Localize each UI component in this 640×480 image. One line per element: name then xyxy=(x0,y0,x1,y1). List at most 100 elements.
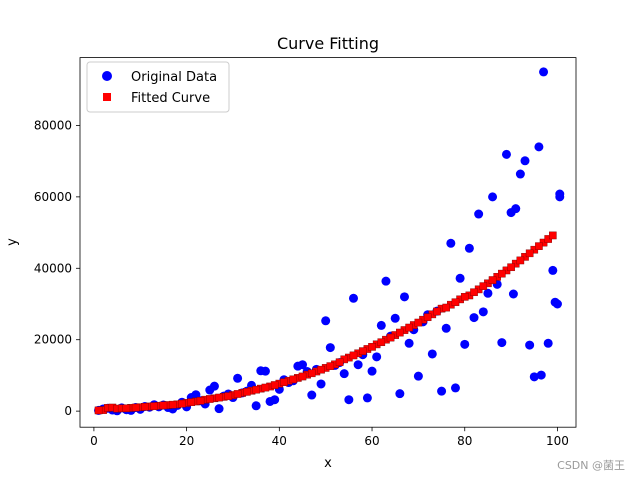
fitted-curve-point xyxy=(470,288,478,297)
original-data-point xyxy=(455,273,465,283)
original-data-point xyxy=(446,238,456,248)
original-data-point xyxy=(543,338,553,348)
original-data-point xyxy=(488,192,498,202)
original-data-point xyxy=(348,293,358,303)
fitted-curve-point xyxy=(535,242,543,250)
legend-marker-fitted-curve xyxy=(103,93,111,101)
original-data-point xyxy=(441,323,451,333)
y-axis-label: y xyxy=(5,238,20,246)
original-data-point xyxy=(450,383,460,393)
original-data-point xyxy=(251,401,261,411)
original-data-point xyxy=(362,393,372,403)
original-data-point xyxy=(525,340,535,350)
legend-label-original-data: Original Data xyxy=(131,70,217,85)
x-tick-label: 80 xyxy=(457,434,472,448)
y-tick-label: 40000 xyxy=(34,261,72,275)
original-data-point xyxy=(508,289,518,299)
original-data-point xyxy=(483,288,493,298)
y-tick-label: 80000 xyxy=(34,118,72,132)
fitted-curve-point xyxy=(94,406,103,415)
fitted-curve-point xyxy=(307,369,316,378)
fitted-curve-point xyxy=(280,378,288,387)
fitted-curve-point xyxy=(326,362,335,370)
original-data-point xyxy=(536,370,546,380)
fitted-curve-point xyxy=(168,400,177,409)
x-tick-label: 60 xyxy=(364,434,379,448)
original-data-point xyxy=(339,369,349,379)
fitted-curve-point xyxy=(141,403,149,411)
original-data-point xyxy=(399,292,409,302)
fitted-curve-point xyxy=(224,392,233,400)
original-data-point xyxy=(404,338,414,348)
original-data-point xyxy=(464,243,474,253)
original-data-point xyxy=(437,386,447,396)
fitted-curve-point xyxy=(414,318,423,327)
original-data-point xyxy=(511,204,521,214)
fitted-curve-point xyxy=(270,381,279,389)
original-data-point xyxy=(372,352,382,362)
legend-marker-original-data xyxy=(102,71,112,81)
y-tick-label: 60000 xyxy=(34,190,72,204)
fitted-curve-point xyxy=(507,263,515,272)
fitted-curve-point xyxy=(349,351,358,360)
fitted-curve-point xyxy=(525,249,534,258)
original-data-point xyxy=(413,371,423,381)
original-data-point xyxy=(307,390,317,400)
y-tick-label: 0 xyxy=(64,404,72,418)
fitted-curve-point xyxy=(405,323,413,332)
original-data-point xyxy=(539,67,549,77)
original-data-point xyxy=(555,189,565,199)
fitted-curve-point xyxy=(335,358,344,367)
original-data-point xyxy=(478,307,488,317)
ticks-layer: 0 20 40 60 80 100 0 20000 40000 60000 80000 xyxy=(34,118,569,448)
fitted-curve-point xyxy=(498,269,506,278)
original-data-point xyxy=(469,313,479,323)
fitted-curve-point xyxy=(396,328,404,337)
fitted-curve-point xyxy=(386,333,395,342)
original-data-point xyxy=(381,276,391,286)
fitted-curve-point xyxy=(488,276,497,284)
fitted-curve-point xyxy=(122,404,131,413)
original-data-point xyxy=(515,169,525,179)
fitted-curve-point xyxy=(243,388,251,396)
fitted-curve-point xyxy=(187,398,196,407)
fitted-curve-point xyxy=(178,399,186,408)
original-data-point xyxy=(534,142,544,152)
watermark: CSDN @菌王 xyxy=(557,459,625,472)
fitted-curve-point xyxy=(516,256,525,265)
fitted-curve-point xyxy=(289,375,298,384)
fitted-curve-point xyxy=(377,338,386,347)
fitted-curve-point xyxy=(442,303,451,312)
points-layer xyxy=(94,67,565,416)
fitted-curve-point xyxy=(131,403,140,412)
legend: Original Data Fitted Curve xyxy=(86,61,230,113)
legend-box xyxy=(86,61,230,113)
fitted-curve-point xyxy=(233,390,242,398)
fitted-curve-point xyxy=(215,393,223,402)
y-tick-label: 20000 xyxy=(34,333,72,347)
original-data-point xyxy=(550,297,560,307)
fitted-curve-point xyxy=(451,298,460,307)
original-data-point xyxy=(325,343,335,353)
original-data-point xyxy=(260,366,270,376)
x-tick-label: 40 xyxy=(272,434,287,448)
fitted-curve-point xyxy=(433,307,441,316)
x-axis-label: x xyxy=(324,456,332,471)
original-data-point xyxy=(321,316,331,326)
x-tick-label: 100 xyxy=(546,434,569,448)
fitted-curve-point xyxy=(479,282,488,290)
fitted-curve-point xyxy=(159,401,168,410)
legend-label-fitted-curve: Fitted Curve xyxy=(131,91,210,106)
fitted-curve-point xyxy=(423,313,432,322)
original-data-point xyxy=(395,389,405,399)
original-data-point xyxy=(233,373,243,383)
fitted-curve-point xyxy=(252,385,260,394)
original-data-point xyxy=(501,149,511,159)
original-data-point xyxy=(548,265,558,275)
original-data-point xyxy=(209,381,219,391)
original-data-point xyxy=(390,313,400,323)
fitted-curve-point xyxy=(549,231,557,240)
plot-area xyxy=(79,57,577,428)
original-data-point xyxy=(520,156,530,166)
original-data-point xyxy=(497,338,507,348)
